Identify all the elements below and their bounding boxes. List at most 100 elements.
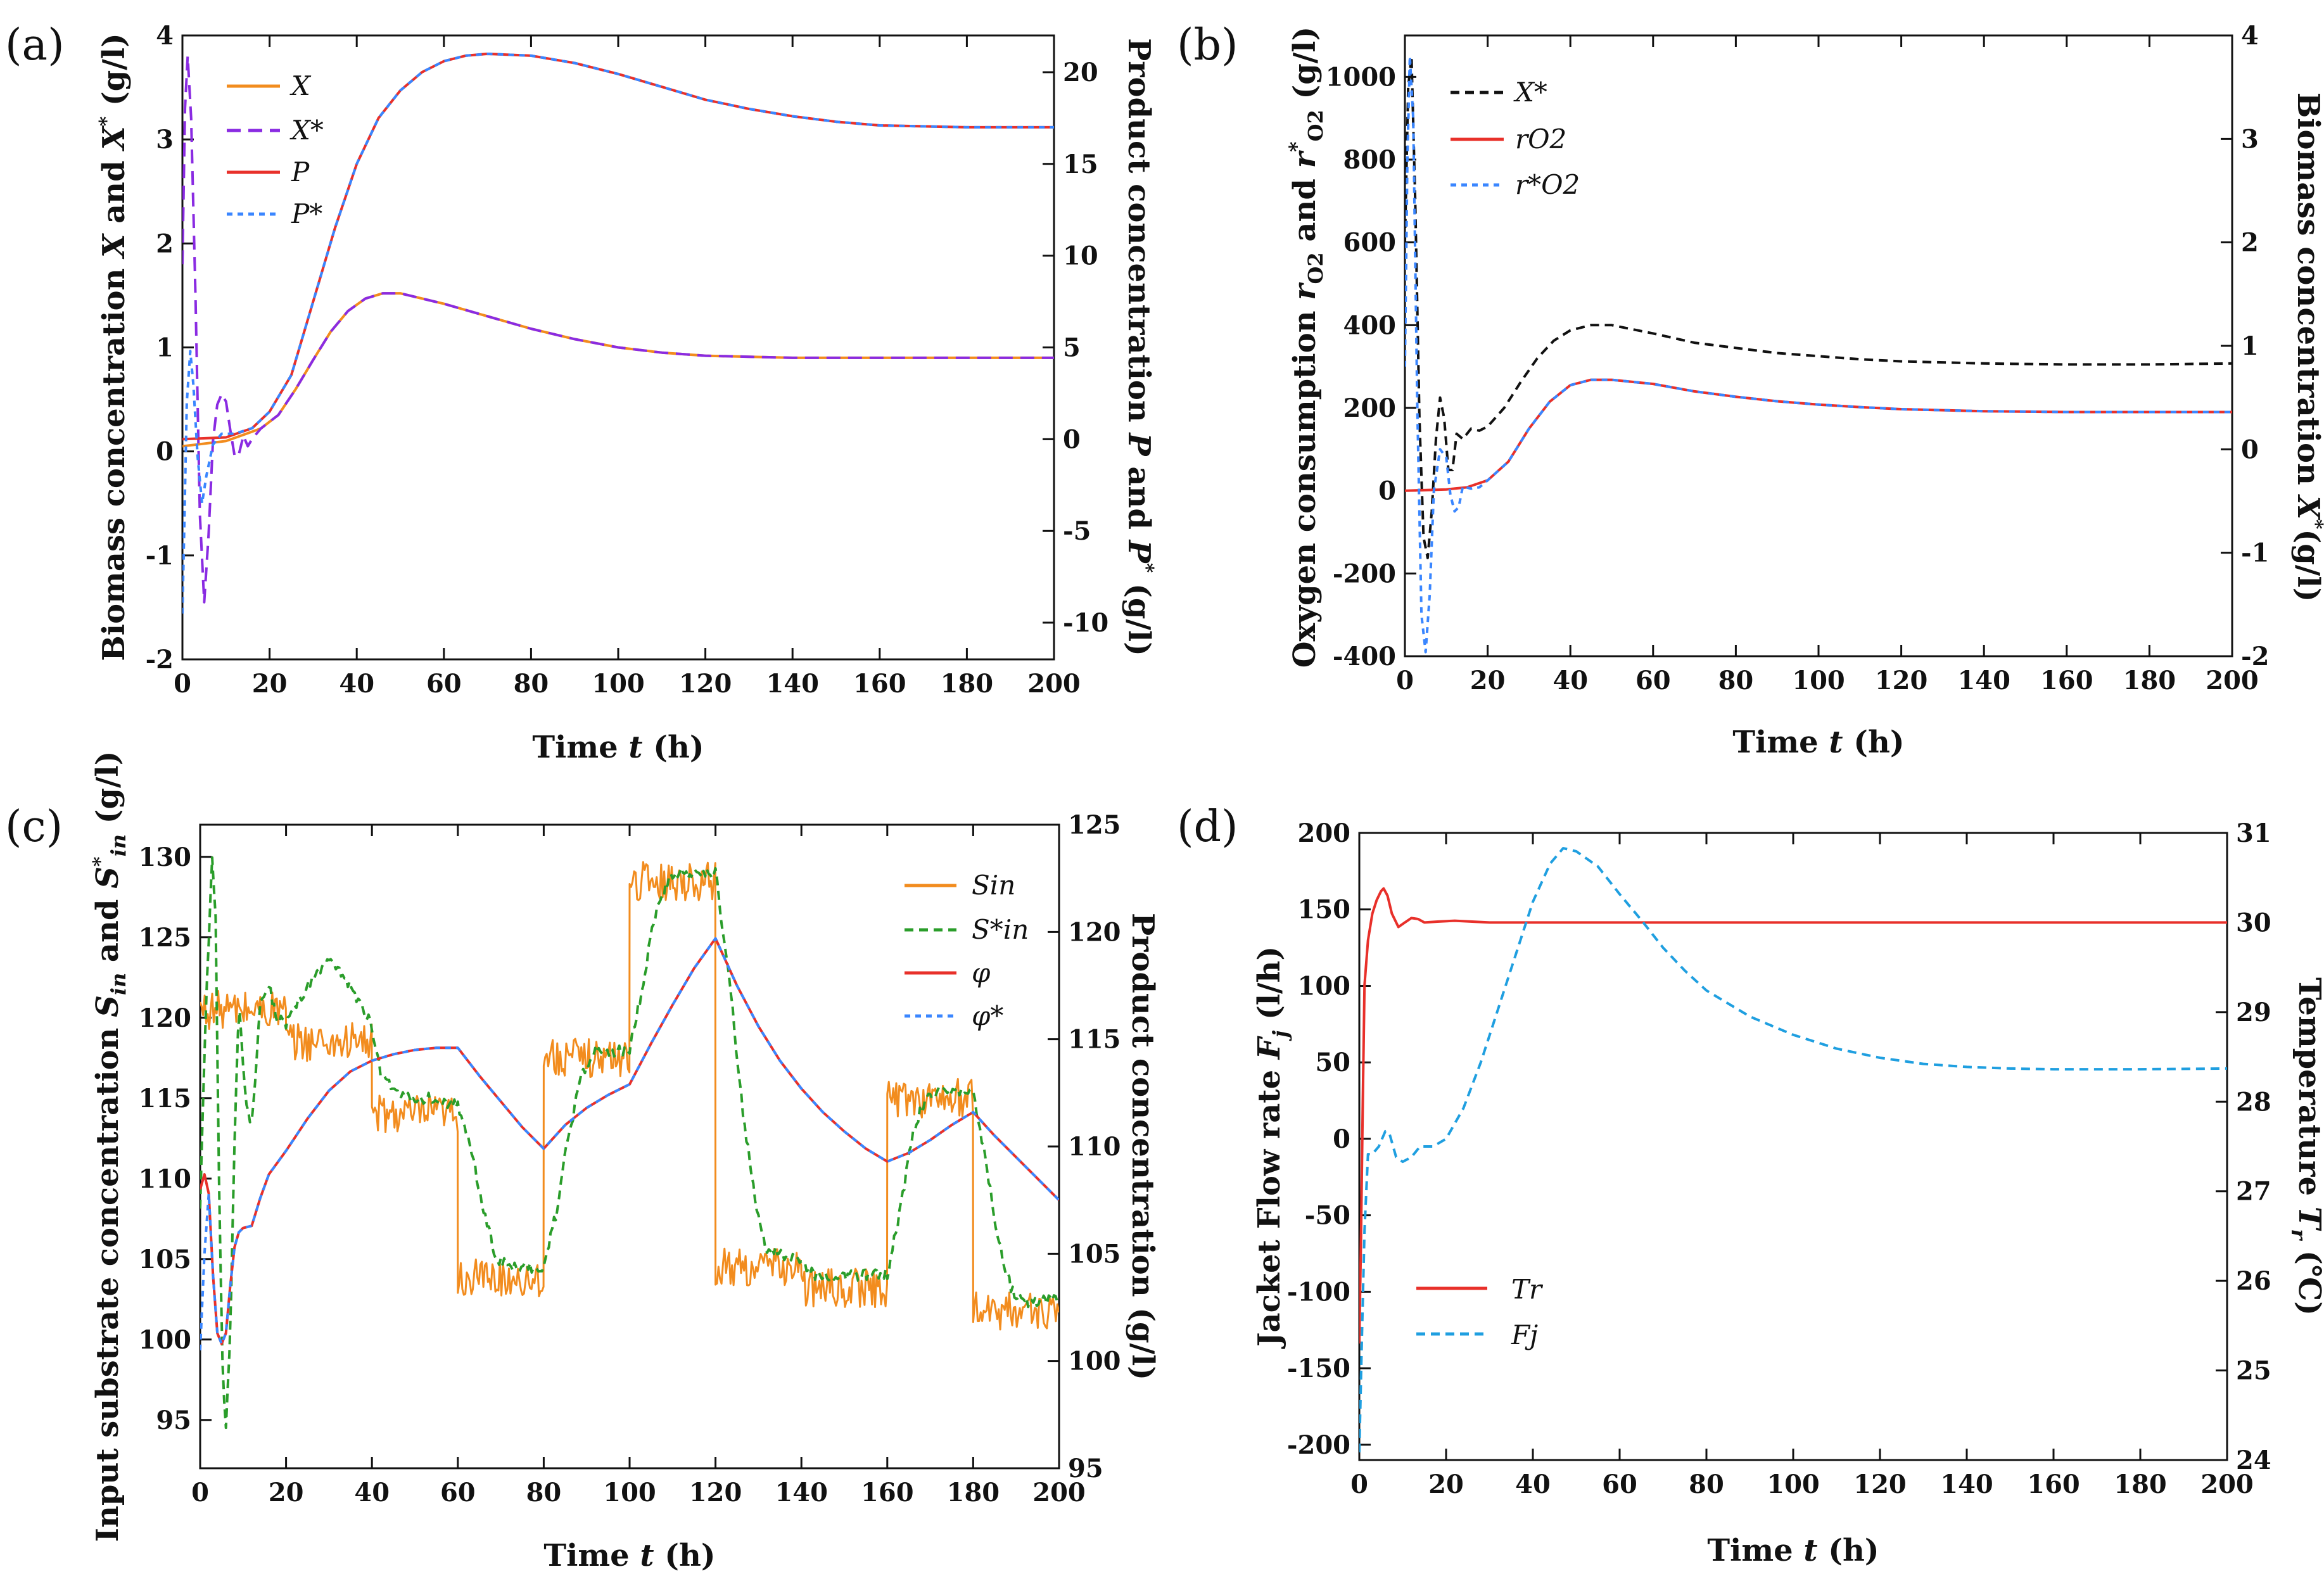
x-tick-label-c-200: 200 — [1032, 1478, 1086, 1508]
y-tick-label-right-b-3: 3 — [2241, 124, 2259, 154]
y-tick-label-left-c-110: 110 — [139, 1164, 192, 1194]
y-tick-label-left-c-125: 125 — [139, 923, 192, 953]
legend-text-P-star: P* — [291, 198, 322, 229]
legend-text-Sin: Sin — [972, 870, 1015, 901]
legend-text-rO2-star: r*O2 — [1515, 169, 1580, 200]
x-tick-label-b-20: 20 — [1470, 666, 1506, 695]
x-tick-label-c-140: 140 — [775, 1478, 828, 1508]
x-tick-label-c-100: 100 — [603, 1478, 656, 1508]
x-axis-title-b: Time t (h) — [1732, 725, 1904, 760]
x-axis-title-c: Time t (h) — [543, 1538, 715, 1573]
x-tick-label-a-100: 100 — [592, 669, 645, 699]
y-tick-label-left-c-100: 100 — [139, 1325, 192, 1355]
y-axis-title-right-a: Product concentration P and P* (g/l) — [1121, 38, 1157, 656]
y-tick-label-right-a-15: 15 — [1063, 149, 1098, 179]
y-tick-label-left-a-0: 0 — [156, 437, 174, 467]
panel-label-d: (d) — [1177, 802, 1238, 852]
x-tick-label-b-40: 40 — [1553, 666, 1588, 695]
series-line-c-_-star — [200, 937, 1059, 1350]
legend-text-Fj: Fj — [1511, 1319, 1538, 1350]
y-tick-label-right-b--1: -1 — [2241, 538, 2269, 568]
y-tick-label-right-c-95: 95 — [1068, 1454, 1103, 1483]
y-tick-label-right-d-24: 24 — [2236, 1445, 2271, 1475]
y-ticks-right-c: 95 100 105 110 115 120 125 — [1048, 810, 1121, 1483]
x-tick-label-b-140: 140 — [1957, 666, 2010, 695]
x-axis-title-a: Time t (h) — [532, 730, 704, 765]
y-tick-label-left-d-150: 150 — [1298, 895, 1351, 925]
x-tick-label-c-120: 120 — [689, 1478, 742, 1508]
series-d — [1359, 847, 2227, 1452]
x-tick-label-d-100: 100 — [1767, 1470, 1820, 1499]
x-tick-label-d-80: 80 — [1689, 1470, 1724, 1499]
y-ticks-right-a: -10 -5 0 5 10 15 20 — [1043, 58, 1108, 638]
y-axis-title-left-c: Input substrate concentration Sin and S*… — [89, 751, 130, 1542]
y-tick-label-left-d--100: -100 — [1287, 1277, 1350, 1307]
y-tick-label-right-a-0: 0 — [1063, 424, 1081, 454]
series-b — [1405, 54, 2232, 654]
series-line-d-Tr — [1359, 887, 2227, 1344]
y-tick-label-right-c-100: 100 — [1068, 1347, 1121, 1376]
series-a — [182, 53, 1054, 614]
x-tick-label-c-160: 160 — [861, 1478, 914, 1508]
x-tick-label-b-60: 60 — [1635, 666, 1671, 695]
panel-label-c: (c) — [5, 802, 63, 852]
y-tick-label-left-b-1000: 1000 — [1326, 62, 1396, 92]
legend-text-Tr: Tr — [1511, 1274, 1544, 1305]
x-tick-label-a-40: 40 — [339, 669, 374, 699]
y-axis-title-right-d: Temperature Tr (℃) — [2287, 977, 2324, 1316]
x-tick-label-b-80: 80 — [1718, 666, 1754, 695]
y-tick-label-left-a-2: 2 — [156, 229, 174, 258]
y-tick-label-left-d--150: -150 — [1287, 1354, 1350, 1383]
series-line-b-r-starO2 — [1405, 54, 2232, 654]
legend-d: Tr Fj — [1416, 1274, 1544, 1350]
series-line-b-X-star — [1405, 54, 2232, 559]
panel-c: (c) 0 20 40 60 80 100 120 140 160 180 200 95 100 105… — [5, 751, 1160, 1573]
series-line-a-P-star — [182, 53, 1054, 614]
y-tick-label-left-b-800: 800 — [1343, 145, 1397, 175]
y-tick-label-left-d--200: -200 — [1287, 1430, 1350, 1460]
y-tick-label-right-a--5: -5 — [1063, 516, 1091, 546]
y-ticks-left-b: -400 -200 0 200 400 600 800 1000 — [1326, 62, 1416, 671]
plot-frame-d — [1358, 832, 2228, 1461]
y-tick-label-right-d-30: 30 — [2236, 908, 2271, 937]
x-tick-label-d-120: 120 — [1853, 1470, 1907, 1499]
y-tick-label-right-d-31: 31 — [2236, 818, 2271, 848]
x-axis-title-d: Time t (h) — [1707, 1533, 1879, 1568]
panel-d: (d) 0 20 40 60 80 100 120 140 160 180 200 -200 -150… — [1177, 802, 2324, 1568]
x-tick-label-c-180: 180 — [947, 1478, 1000, 1508]
y-tick-label-right-a--10: -10 — [1063, 608, 1108, 638]
y-tick-label-right-d-25: 25 — [2236, 1356, 2271, 1386]
y-tick-label-left-b-600: 600 — [1343, 228, 1397, 258]
x-ticks-d: 0 20 40 60 80 100 120 140 160 180 200 — [1350, 833, 2254, 1499]
series-c — [200, 856, 1059, 1430]
x-tick-label-c-60: 60 — [440, 1478, 476, 1508]
x-tick-label-a-180: 180 — [941, 669, 994, 699]
y-tick-label-left-d-200: 200 — [1298, 818, 1351, 848]
x-tick-label-a-60: 60 — [426, 669, 462, 699]
series-line-b-rO2 — [1405, 378, 2232, 492]
y-tick-label-left-c-120: 120 — [139, 1003, 192, 1033]
x-tick-label-b-180: 180 — [2123, 666, 2176, 695]
x-tick-label-d-20: 20 — [1428, 1470, 1464, 1499]
series-line-a-P — [182, 53, 1054, 441]
panel-label-b: (b) — [1177, 20, 1238, 70]
y-axis-title-left-a: Biomass concentration X and X* (g/l) — [96, 33, 132, 661]
legend-text-X: X — [289, 70, 312, 101]
x-tick-label-d-60: 60 — [1602, 1470, 1637, 1499]
x-tick-label-d-140: 140 — [1940, 1470, 1993, 1499]
x-tick-label-d-40: 40 — [1515, 1470, 1551, 1499]
y-tick-label-left-c-95: 95 — [156, 1406, 191, 1435]
y-tick-label-left-b-0: 0 — [1378, 476, 1396, 506]
y-ticks-left-d: -200 -150 -100 -50 0 50 100 150 200 — [1287, 818, 1371, 1460]
y-tick-label-left-a-3: 3 — [156, 125, 174, 155]
legend-text-P: P — [291, 156, 310, 187]
legend-c: Sin S*in φ φ* — [905, 870, 1029, 1031]
x-tick-label-a-0: 0 — [174, 669, 191, 699]
y-tick-label-left-b-200: 200 — [1343, 393, 1397, 423]
y-tick-label-left-a--2: -2 — [146, 645, 174, 675]
x-tick-label-b-100: 100 — [1792, 666, 1845, 695]
x-ticks-b: 0 20 40 60 80 100 120 140 160 180 200 — [1396, 35, 2259, 695]
y-tick-label-right-c-110: 110 — [1068, 1132, 1121, 1162]
y-ticks-left-c: 95 100 105 110 115 120 125 130 — [139, 842, 212, 1435]
legend-text-rO2: rO2 — [1515, 124, 1566, 155]
